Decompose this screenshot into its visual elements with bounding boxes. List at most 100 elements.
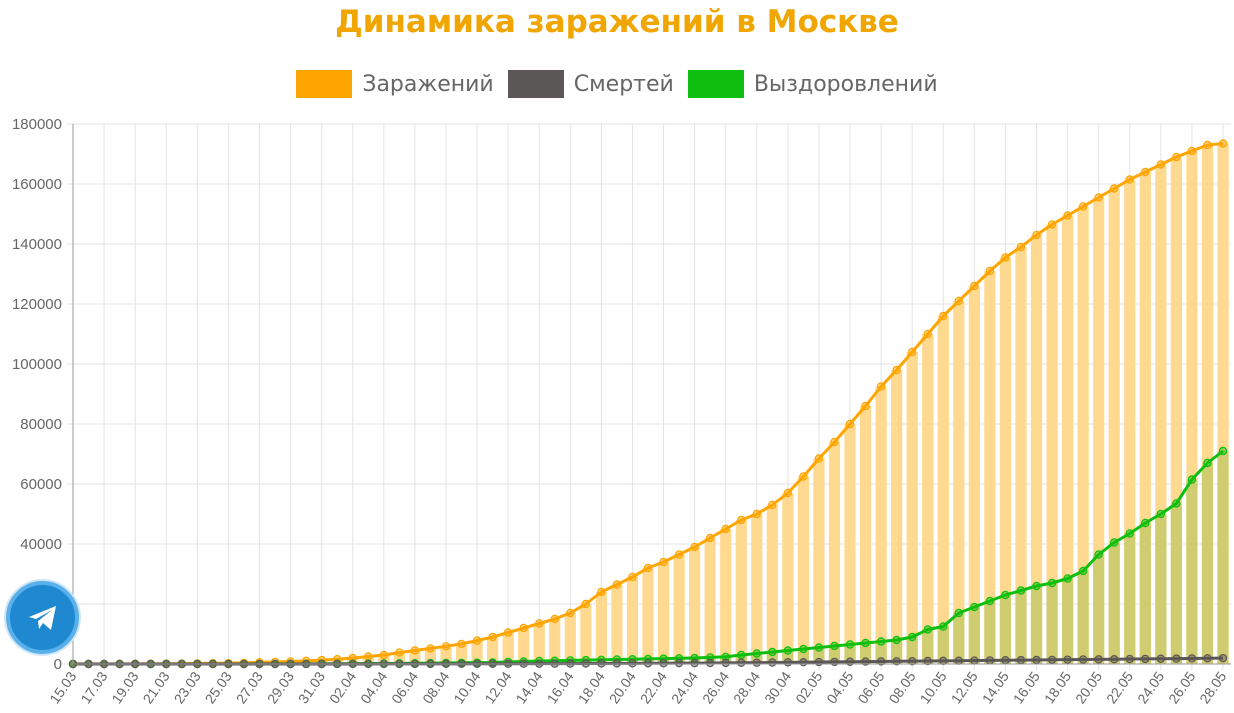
point-infected bbox=[1187, 146, 1197, 156]
point-deaths bbox=[783, 658, 793, 667]
point-deaths bbox=[1125, 654, 1134, 664]
legend-item-infected[interactable]: Заражений bbox=[296, 70, 494, 98]
bar-infected bbox=[487, 637, 499, 664]
point-deaths bbox=[768, 658, 777, 667]
point-infected bbox=[566, 608, 575, 618]
y-tick-label: 100000 bbox=[12, 356, 62, 373]
point-recovered bbox=[1047, 578, 1057, 588]
point-recovered bbox=[1203, 458, 1212, 468]
point-deaths bbox=[1016, 655, 1026, 665]
bar-recovered bbox=[1217, 451, 1229, 664]
point-recovered bbox=[1016, 586, 1026, 595]
bar-infected bbox=[1062, 215, 1074, 664]
point-recovered bbox=[907, 632, 917, 642]
point-infected bbox=[597, 587, 606, 597]
point-deaths bbox=[674, 658, 684, 668]
point-recovered bbox=[923, 625, 932, 634]
bar-infected bbox=[689, 547, 701, 664]
x-tick-label: 23.03 bbox=[171, 668, 204, 706]
point-deaths bbox=[1187, 654, 1197, 663]
point-deaths bbox=[628, 659, 637, 668]
point-infected bbox=[954, 296, 964, 306]
bar-recovered bbox=[1201, 463, 1214, 664]
bar-recovered bbox=[922, 629, 934, 664]
point-recovered bbox=[845, 640, 855, 649]
point-deaths bbox=[1063, 655, 1072, 664]
point-infected bbox=[581, 599, 591, 609]
point-recovered bbox=[705, 653, 715, 662]
legend-label-recovered: Выздоровлений bbox=[753, 71, 938, 97]
point-infected bbox=[348, 653, 357, 663]
bar-infected bbox=[968, 286, 980, 664]
point-infected bbox=[690, 542, 699, 552]
telegram-icon bbox=[28, 605, 56, 630]
point-infected bbox=[939, 311, 948, 321]
bar-recovered bbox=[813, 647, 825, 664]
point-infected bbox=[379, 650, 389, 660]
point-recovered bbox=[970, 602, 979, 612]
bar-recovered bbox=[937, 626, 949, 664]
point-infected bbox=[1156, 160, 1166, 169]
point-recovered bbox=[985, 596, 995, 606]
bar-infected bbox=[424, 648, 437, 664]
bar-recovered bbox=[999, 595, 1012, 664]
y-tick-label: 180000 bbox=[12, 116, 62, 133]
bar-recovered bbox=[797, 649, 809, 664]
point-recovered bbox=[737, 650, 746, 660]
x-tick-label: 18.05 bbox=[1041, 668, 1074, 706]
bar-infected bbox=[859, 406, 872, 664]
point-infected bbox=[907, 347, 917, 357]
telegram-button[interactable] bbox=[6, 581, 79, 654]
bar-infected bbox=[875, 386, 887, 664]
bar-infected bbox=[1155, 164, 1167, 664]
point-deaths bbox=[1156, 654, 1166, 663]
legend-item-deaths[interactable]: Смертей bbox=[507, 70, 674, 98]
bar-recovered bbox=[1108, 542, 1120, 664]
x-tick-label: 26.05 bbox=[1165, 668, 1198, 706]
point-recovered bbox=[1141, 518, 1150, 528]
point-recovered bbox=[752, 649, 761, 658]
point-infected bbox=[1063, 211, 1072, 220]
x-tick-label: 30.04 bbox=[761, 668, 794, 706]
point-deaths bbox=[705, 658, 715, 668]
bar-recovered bbox=[1186, 479, 1198, 664]
bar-recovered bbox=[984, 601, 996, 664]
bar-infected bbox=[999, 257, 1012, 664]
bar-recovered bbox=[626, 659, 639, 664]
bar-recovered bbox=[1139, 523, 1151, 664]
point-deaths bbox=[1218, 653, 1228, 663]
point-infected bbox=[1094, 193, 1103, 202]
point-deaths bbox=[876, 657, 886, 666]
x-tick-label: 06.05 bbox=[854, 668, 887, 706]
point-infected bbox=[535, 619, 544, 628]
x-tick-label: 20.04 bbox=[606, 668, 639, 706]
bar-infected bbox=[580, 604, 592, 664]
point-recovered bbox=[876, 637, 886, 646]
bar-infected bbox=[891, 370, 903, 664]
bar-infected bbox=[1139, 172, 1151, 664]
point-infected bbox=[1203, 140, 1212, 150]
y-tick-label: 140000 bbox=[12, 236, 62, 253]
point-recovered bbox=[954, 608, 964, 618]
bar-infected bbox=[595, 592, 607, 664]
chart-legend: Заражений Смертей Выздоровлений bbox=[0, 70, 1234, 98]
bar-infected bbox=[657, 562, 670, 664]
point-deaths bbox=[1094, 655, 1103, 664]
point-infected bbox=[550, 614, 559, 624]
point-infected bbox=[737, 515, 746, 525]
point-infected bbox=[752, 509, 761, 519]
point-recovered bbox=[814, 643, 824, 652]
x-tick-label: 02.05 bbox=[792, 668, 825, 706]
bar-recovered bbox=[1062, 578, 1074, 664]
x-tick-label: 19.03 bbox=[108, 668, 141, 706]
point-deaths bbox=[1001, 656, 1010, 665]
line-infected bbox=[73, 142, 1224, 666]
bar-recovered bbox=[891, 640, 903, 664]
point-infected bbox=[1032, 230, 1041, 240]
point-infected bbox=[426, 644, 435, 653]
legend-item-recovered[interactable]: Выздоровлений bbox=[687, 70, 938, 98]
x-tick-label: 06.04 bbox=[388, 668, 421, 706]
y-tick-label: 60000 bbox=[20, 476, 62, 493]
point-deaths bbox=[1078, 655, 1088, 664]
bar-infected bbox=[1186, 151, 1198, 664]
